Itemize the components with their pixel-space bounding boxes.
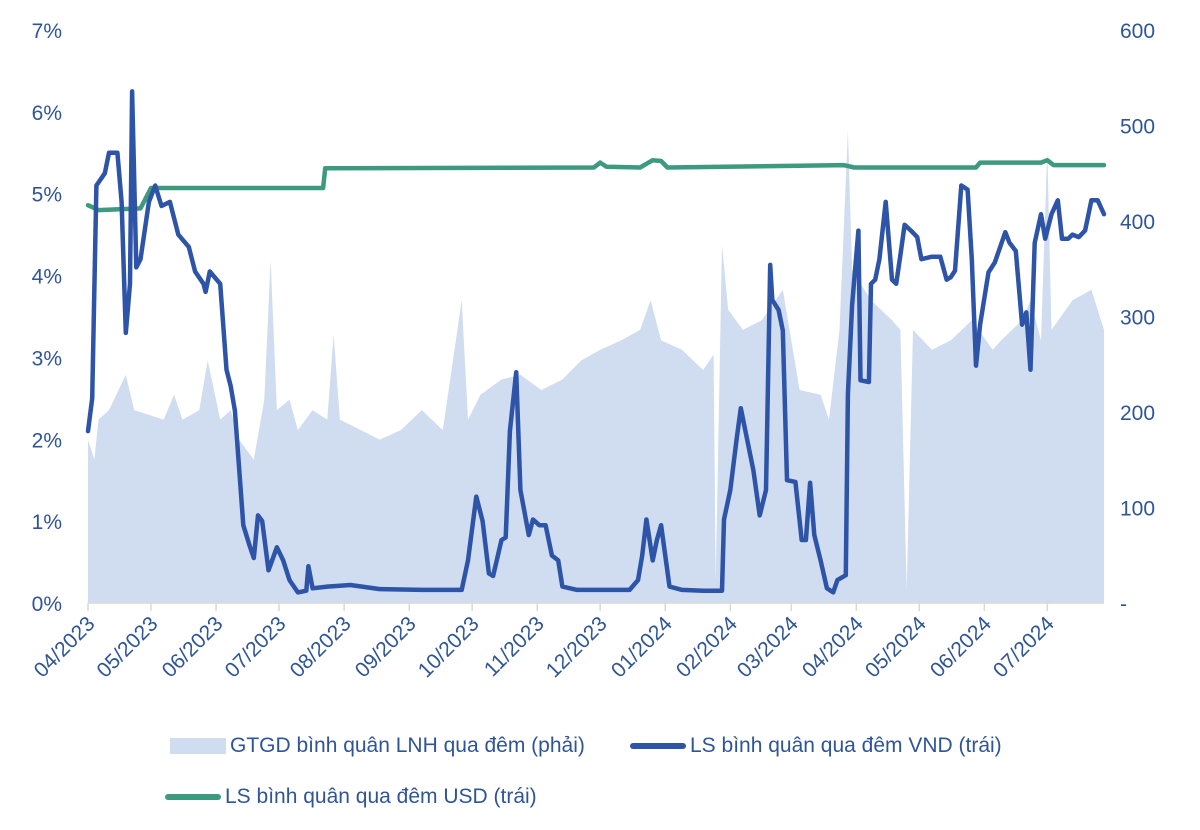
left-tick-label: 2%: [32, 429, 62, 452]
legend-item-volume: GTGD bình quân LNH qua đêm (phải): [170, 734, 585, 758]
right-tick-label: -: [1120, 593, 1127, 616]
x-tick-label: 09/2023: [351, 612, 421, 682]
x-tick-label: 01/2024: [607, 612, 677, 682]
x-tick-label: 06/2023: [158, 612, 228, 682]
legend-label-usd: LS bình quân qua đêm USD (trái): [225, 785, 537, 808]
x-tick-label: 11/2023: [480, 612, 549, 681]
x-tick-label: 02/2024: [672, 612, 742, 682]
left-tick-label: 6%: [32, 102, 62, 125]
left-tick-label: 1%: [32, 511, 62, 534]
right-tick-label: 300: [1120, 307, 1155, 330]
right-tick-label: 200: [1120, 402, 1155, 425]
usd-rate-line: [85, 157, 1107, 213]
x-tick-label: 07/2024: [989, 612, 1059, 682]
volume-area: [88, 130, 1104, 604]
x-tick-label: 03/2024: [733, 612, 803, 682]
x-tick-label: 10/2023: [414, 612, 484, 682]
chart-svg: 04/202305/202306/202307/202308/202309/20…: [30, 20, 1155, 682]
legend-label-volume: GTGD bình quân LNH qua đêm (phải): [230, 734, 585, 757]
right-tick-label: 400: [1120, 211, 1155, 234]
legend-swatch-usd: [165, 794, 221, 800]
left-tick-label: 0%: [32, 593, 62, 616]
left-tick-label: 3%: [32, 347, 62, 370]
x-tick-label: 05/2024: [861, 612, 931, 682]
left-tick-label: 4%: [32, 266, 62, 289]
legend-item-vnd: LS bình quân qua đêm VND (trái): [630, 734, 1002, 758]
legend-swatch-volume: [170, 738, 226, 754]
legend-swatch-vnd: [630, 743, 686, 749]
x-tick-label: 07/2023: [221, 612, 291, 682]
x-tick-label: 04/2023: [30, 612, 100, 682]
left-tick-label: 5%: [32, 184, 62, 207]
right-tick-label: 600: [1120, 20, 1155, 43]
legend-label-vnd: LS bình quân qua đêm VND (trái): [690, 734, 1002, 757]
x-tick-label: 04/2024: [798, 612, 868, 682]
right-tick-label: 500: [1120, 116, 1155, 139]
vnd-rate-line: [85, 89, 1107, 595]
x-tick-label: 08/2023: [286, 612, 356, 682]
x-tick-label: 06/2024: [926, 612, 996, 682]
left-tick-label: 7%: [32, 20, 62, 43]
right-tick-label: 100: [1120, 498, 1155, 521]
x-tick-label: 05/2023: [93, 612, 163, 682]
legend-item-usd: LS bình quân qua đêm USD (trái): [165, 785, 537, 809]
x-tick-label: 12/2023: [542, 612, 612, 682]
